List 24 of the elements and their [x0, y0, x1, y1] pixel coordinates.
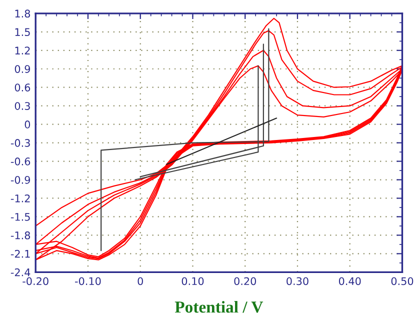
x-tick-label: 0.50 — [391, 277, 414, 286]
y-tick-label: 0.9 — [14, 65, 30, 73]
y-tick-label: -1.2 — [10, 194, 30, 202]
x-tick-label: 0.40 — [338, 277, 361, 286]
x-tick-label: 0 — [138, 277, 143, 286]
x-tick-label: -0.10 — [75, 277, 101, 286]
y-tick-label: 0.6 — [14, 84, 30, 92]
y-tick-label: -2.4 — [10, 268, 30, 276]
y-tick-label: -2.1 — [10, 250, 30, 258]
x-axis-title: Potential / V — [174, 300, 264, 313]
y-tick-label: -0.9 — [10, 176, 30, 184]
y-tick-label: 0.3 — [14, 102, 30, 110]
y-tick-label: -0.6 — [10, 158, 30, 166]
y-tick-label: -0.3 — [10, 139, 30, 147]
y-tick-label: 1.5 — [15, 28, 30, 36]
x-tick-label: -0.20 — [22, 277, 48, 286]
x-tick-label: 0.30 — [286, 277, 308, 286]
y-tick-label: -1.8 — [10, 231, 30, 240]
y-tick-label: 1.2 — [15, 46, 30, 54]
x-tick-label: 0.10 — [182, 277, 204, 286]
x-tick-label: 0.20 — [234, 277, 256, 286]
y-tick-label: -1.5 — [10, 213, 30, 221]
y-tick-label: 0 — [24, 120, 30, 128]
y-tick-label: 1.8 — [15, 10, 30, 18]
